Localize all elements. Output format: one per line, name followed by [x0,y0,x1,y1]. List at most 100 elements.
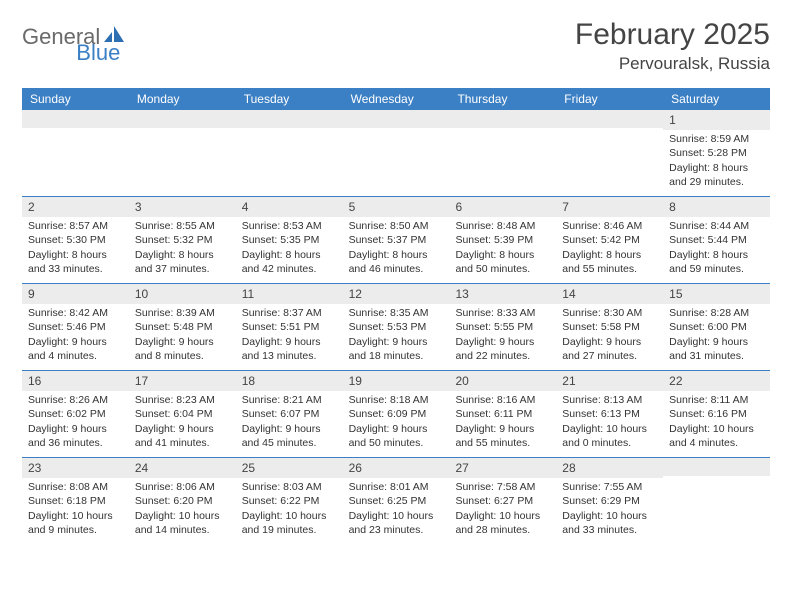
day-number: 6 [449,197,556,217]
sunset-text: Sunset: 6:13 PM [562,407,657,421]
week-row: 2Sunrise: 8:57 AMSunset: 5:30 PMDaylight… [22,196,770,283]
sunrise-text: Sunrise: 7:58 AM [455,480,550,494]
day-number: 4 [236,197,343,217]
day-cell: 4Sunrise: 8:53 AMSunset: 5:35 PMDaylight… [236,197,343,283]
sunset-text: Sunset: 5:51 PM [242,320,337,334]
sunrise-text: Sunrise: 8:46 AM [562,219,657,233]
sunset-text: Sunset: 5:32 PM [135,233,230,247]
daylight-text: Daylight: 10 hours and 4 minutes. [669,422,764,450]
day-number: 9 [22,284,129,304]
day-info: Sunrise: 8:16 AMSunset: 6:11 PMDaylight:… [449,391,556,454]
day-info: Sunrise: 8:23 AMSunset: 6:04 PMDaylight:… [129,391,236,454]
daylight-text: Daylight: 8 hours and 55 minutes. [562,248,657,276]
logo: General Blue [22,18,174,50]
logo-word2: Blue [76,40,120,66]
sunrise-text: Sunrise: 8:06 AM [135,480,230,494]
day-cell: 14Sunrise: 8:30 AMSunset: 5:58 PMDayligh… [556,284,663,370]
weekday-header: Wednesday [343,88,450,110]
day-info: Sunrise: 7:58 AMSunset: 6:27 PMDaylight:… [449,478,556,541]
day-number: 5 [343,197,450,217]
day-number: 19 [343,371,450,391]
day-info: Sunrise: 8:01 AMSunset: 6:25 PMDaylight:… [343,478,450,541]
day-number: 2 [22,197,129,217]
week-row: 16Sunrise: 8:26 AMSunset: 6:02 PMDayligh… [22,370,770,457]
daylight-text: Daylight: 10 hours and 28 minutes. [455,509,550,537]
day-cell: 27Sunrise: 7:58 AMSunset: 6:27 PMDayligh… [449,458,556,544]
day-cell: 16Sunrise: 8:26 AMSunset: 6:02 PMDayligh… [22,371,129,457]
day-number: 25 [236,458,343,478]
day-number: 16 [22,371,129,391]
day-number: 21 [556,371,663,391]
day-number [129,110,236,128]
day-cell: 2Sunrise: 8:57 AMSunset: 5:30 PMDaylight… [22,197,129,283]
sunset-text: Sunset: 5:28 PM [669,146,764,160]
day-cell: 15Sunrise: 8:28 AMSunset: 6:00 PMDayligh… [663,284,770,370]
day-number: 3 [129,197,236,217]
daylight-text: Daylight: 9 hours and 13 minutes. [242,335,337,363]
sunset-text: Sunset: 5:44 PM [669,233,764,247]
sunrise-text: Sunrise: 8:35 AM [349,306,444,320]
day-info: Sunrise: 8:28 AMSunset: 6:00 PMDaylight:… [663,304,770,367]
day-cell [22,110,129,196]
sunrise-text: Sunrise: 8:08 AM [28,480,123,494]
sunset-text: Sunset: 5:37 PM [349,233,444,247]
sunrise-text: Sunrise: 8:57 AM [28,219,123,233]
day-cell: 1Sunrise: 8:59 AMSunset: 5:28 PMDaylight… [663,110,770,196]
day-number: 10 [129,284,236,304]
daylight-text: Daylight: 8 hours and 33 minutes. [28,248,123,276]
day-info: Sunrise: 8:30 AMSunset: 5:58 PMDaylight:… [556,304,663,367]
daylight-text: Daylight: 9 hours and 27 minutes. [562,335,657,363]
sunrise-text: Sunrise: 8:53 AM [242,219,337,233]
weekday-header: Friday [556,88,663,110]
day-cell: 6Sunrise: 8:48 AMSunset: 5:39 PMDaylight… [449,197,556,283]
sunrise-text: Sunrise: 8:42 AM [28,306,123,320]
day-cell: 22Sunrise: 8:11 AMSunset: 6:16 PMDayligh… [663,371,770,457]
sunrise-text: Sunrise: 8:33 AM [455,306,550,320]
daylight-text: Daylight: 8 hours and 37 minutes. [135,248,230,276]
weekday-header-row: SundayMondayTuesdayWednesdayThursdayFrid… [22,88,770,110]
day-info: Sunrise: 8:42 AMSunset: 5:46 PMDaylight:… [22,304,129,367]
sunrise-text: Sunrise: 8:13 AM [562,393,657,407]
sunrise-text: Sunrise: 8:01 AM [349,480,444,494]
calendar: SundayMondayTuesdayWednesdayThursdayFrid… [22,88,770,544]
day-number: 11 [236,284,343,304]
day-number: 24 [129,458,236,478]
daylight-text: Daylight: 9 hours and 55 minutes. [455,422,550,450]
day-number [236,110,343,128]
day-number [22,110,129,128]
sunrise-text: Sunrise: 8:50 AM [349,219,444,233]
sunrise-text: Sunrise: 8:26 AM [28,393,123,407]
sunset-text: Sunset: 6:25 PM [349,494,444,508]
day-info: Sunrise: 8:48 AMSunset: 5:39 PMDaylight:… [449,217,556,280]
day-number: 12 [343,284,450,304]
weekday-header: Tuesday [236,88,343,110]
day-info: Sunrise: 8:33 AMSunset: 5:55 PMDaylight:… [449,304,556,367]
page-title: February 2025 [575,18,770,52]
weekday-header: Thursday [449,88,556,110]
daylight-text: Daylight: 10 hours and 9 minutes. [28,509,123,537]
daylight-text: Daylight: 10 hours and 33 minutes. [562,509,657,537]
day-number: 17 [129,371,236,391]
sunrise-text: Sunrise: 8:59 AM [669,132,764,146]
day-info: Sunrise: 8:57 AMSunset: 5:30 PMDaylight:… [22,217,129,280]
day-cell: 24Sunrise: 8:06 AMSunset: 6:20 PMDayligh… [129,458,236,544]
sunrise-text: Sunrise: 7:55 AM [562,480,657,494]
daylight-text: Daylight: 9 hours and 45 minutes. [242,422,337,450]
sunrise-text: Sunrise: 8:03 AM [242,480,337,494]
day-number: 15 [663,284,770,304]
daylight-text: Daylight: 8 hours and 42 minutes. [242,248,337,276]
day-number [556,110,663,128]
sunrise-text: Sunrise: 8:44 AM [669,219,764,233]
day-cell: 5Sunrise: 8:50 AMSunset: 5:37 PMDaylight… [343,197,450,283]
daylight-text: Daylight: 9 hours and 41 minutes. [135,422,230,450]
sunset-text: Sunset: 5:39 PM [455,233,550,247]
day-cell: 17Sunrise: 8:23 AMSunset: 6:04 PMDayligh… [129,371,236,457]
title-block: February 2025 Pervouralsk, Russia [575,18,770,74]
day-cell: 8Sunrise: 8:44 AMSunset: 5:44 PMDaylight… [663,197,770,283]
daylight-text: Daylight: 10 hours and 0 minutes. [562,422,657,450]
sunset-text: Sunset: 6:04 PM [135,407,230,421]
day-cell: 11Sunrise: 8:37 AMSunset: 5:51 PMDayligh… [236,284,343,370]
day-number: 14 [556,284,663,304]
day-number: 20 [449,371,556,391]
week-row: 1Sunrise: 8:59 AMSunset: 5:28 PMDaylight… [22,110,770,196]
